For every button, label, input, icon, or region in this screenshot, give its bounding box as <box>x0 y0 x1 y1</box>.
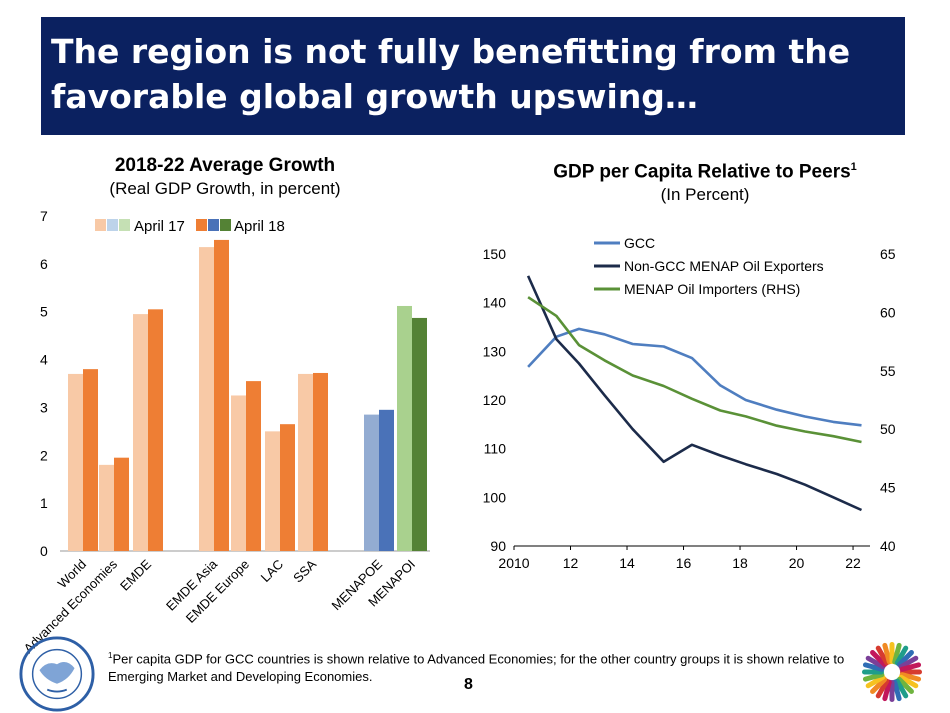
logo-ray <box>865 655 886 670</box>
bar-april17 <box>199 247 214 551</box>
footnote-marker: 1 <box>108 651 113 660</box>
legend-line-label: MENAP Oil Importers (RHS) <box>624 281 800 297</box>
line-x-tick-label: 18 <box>732 555 748 571</box>
line-x-tick-label: 22 <box>845 555 861 571</box>
line-y-tick-label: 110 <box>484 441 507 457</box>
bar-y-tick-label: 7 <box>40 208 48 224</box>
logo-ray <box>896 676 914 694</box>
imf-logo <box>19 636 95 712</box>
line-x-tick-label: 14 <box>619 555 635 571</box>
bar-april18 <box>83 369 98 551</box>
bar-april18 <box>148 309 163 551</box>
bar-april18 <box>379 409 394 551</box>
line-series <box>527 327 862 427</box>
logo-ray <box>870 650 888 668</box>
bar-chart-title: 2018-22 Average Growth <box>114 155 336 176</box>
logo-ray <box>865 674 886 689</box>
line-x-tick-label: 16 <box>676 555 692 571</box>
legend-line-label: Non-GCC MENAP Oil Exporters <box>624 258 824 274</box>
title-banner: The region is not fully benefitting from… <box>41 17 905 135</box>
line-y-tick-label: 140 <box>483 295 507 311</box>
legend-swatch-april18 <box>196 219 207 231</box>
line-y2-tick-label: 40 <box>880 538 896 554</box>
footnote-text: Per capita GDP for GCC countries is show… <box>108 651 845 685</box>
regional-logo <box>862 642 922 702</box>
line-y-tick-label: 90 <box>490 538 506 554</box>
legend-swatch-april17 <box>95 219 106 231</box>
line-x-tick-label: 2010 <box>498 555 529 571</box>
line-x-tick-label: 12 <box>563 555 579 571</box>
bar-april18 <box>214 239 229 551</box>
line-y2-tick-label: 50 <box>880 421 896 437</box>
line-y-tick-label: 130 <box>483 343 507 359</box>
bar-april17 <box>99 464 114 551</box>
bar-april17 <box>364 414 379 551</box>
logo-ray <box>899 662 922 672</box>
logo-ray <box>892 642 902 665</box>
bar-april17 <box>231 395 246 551</box>
logo-ray <box>882 679 892 702</box>
line-x-tick-label: 20 <box>789 555 805 571</box>
bar-y-tick-label: 6 <box>40 256 48 272</box>
line-y2-tick-label: 55 <box>880 363 896 379</box>
bar-april18 <box>114 457 129 551</box>
footnote: 1Per capita GDP for GCC countries is sho… <box>108 647 848 686</box>
bar-april17 <box>68 373 83 551</box>
logo-ray <box>882 642 892 665</box>
logo-ray <box>896 650 914 668</box>
logo-ray <box>894 678 909 699</box>
line-y2-tick-label: 45 <box>880 480 896 496</box>
bar-y-tick-label: 3 <box>40 399 48 415</box>
logo-ray <box>892 679 902 702</box>
logo-ray <box>870 676 888 694</box>
line-chart-title-text: GDP per Capita Relative to Peers <box>553 161 851 183</box>
line-y-tick-label: 120 <box>483 392 507 408</box>
line-y2-tick-label: 65 <box>880 246 896 262</box>
logo-ray <box>862 662 885 672</box>
legend-swatch-april17 <box>107 219 118 231</box>
line-chart-title: GDP per Capita Relative to Peers1 <box>470 161 940 183</box>
logo-ray <box>875 678 890 699</box>
line-series <box>527 296 862 444</box>
bar-april18 <box>246 381 261 551</box>
legend-swatch-april18 <box>208 219 219 231</box>
legend-label-april18: April 18 <box>234 218 285 235</box>
bar-april17 <box>397 305 412 551</box>
line-chart-subtitle: (In Percent) <box>660 185 750 204</box>
logo-ray <box>894 645 909 666</box>
logo-ray <box>898 655 919 670</box>
bar-y-tick-label: 4 <box>40 352 48 368</box>
line-y-tick-label: 100 <box>483 489 507 505</box>
legend-line-label: GCC <box>624 235 655 251</box>
bar-april17 <box>298 373 313 551</box>
bar-april18 <box>412 317 427 551</box>
logo-ray <box>899 672 922 682</box>
bar-y-tick-label: 1 <box>40 495 48 511</box>
line-y-tick-label: 150 <box>483 246 507 262</box>
bar-april17 <box>265 431 280 551</box>
bar-april18 <box>280 424 295 551</box>
bar-april17 <box>133 314 148 551</box>
line-chart-title-sup: 1 <box>850 161 857 173</box>
bar-april18 <box>313 372 328 551</box>
logo-ray <box>898 674 919 689</box>
legend-swatch-april17 <box>119 219 130 231</box>
logo-ray <box>875 645 890 666</box>
legend-label-april17: April 17 <box>134 218 185 235</box>
line-series <box>526 275 863 512</box>
bar-y-tick-label: 2 <box>40 447 48 463</box>
bar-y-tick-label: 0 <box>40 543 48 559</box>
legend-swatch-april18 <box>220 219 231 231</box>
page-number: 8 <box>464 676 473 693</box>
line-y2-tick-label: 60 <box>880 304 896 320</box>
slide-title: The region is not fully benefitting from… <box>51 32 851 116</box>
logo-ray <box>862 672 885 682</box>
bar-y-tick-label: 5 <box>40 304 48 320</box>
bar-chart-subtitle: (Real GDP Growth, in percent) <box>109 179 341 198</box>
